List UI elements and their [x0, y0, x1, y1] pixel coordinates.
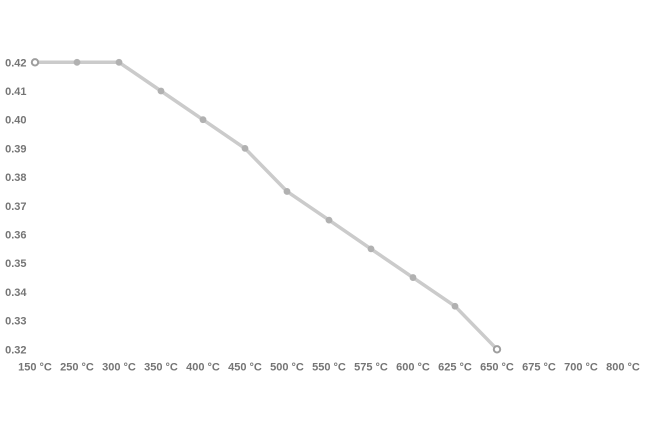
data-point-marker	[73, 58, 81, 66]
x-tick-label: 675 °C	[522, 362, 556, 374]
y-tick-label: 0.36	[5, 230, 26, 242]
x-tick-label: 800 °C	[606, 362, 640, 374]
data-point-marker	[451, 302, 459, 310]
series-line	[33, 60, 499, 352]
x-tick-label: 250 °C	[60, 362, 94, 374]
x-tick-label: 450 °C	[228, 362, 262, 374]
data-point-marker	[283, 188, 291, 195]
y-tick-label: 0.41	[5, 86, 26, 98]
y-tick-label: 0.42	[5, 57, 26, 69]
data-point-marker-endpoint	[492, 345, 502, 354]
y-tick-label: 0.33	[5, 316, 26, 328]
x-tick-label: 400 °C	[186, 362, 220, 374]
x-tick-label: 650 °C	[480, 362, 514, 374]
data-point-marker	[115, 58, 123, 66]
y-tick-label: 0.32	[5, 344, 26, 356]
data-point-marker	[157, 87, 165, 95]
y-tick-label: 0.40	[5, 115, 26, 127]
data-point-marker	[241, 145, 249, 152]
x-tick-label: 600 °C	[396, 362, 430, 374]
x-tick-label: 150 °C	[18, 362, 52, 374]
x-tick-label: 500 °C	[270, 362, 304, 374]
x-tick-label: 550 °C	[312, 362, 346, 374]
data-point-marker	[325, 216, 333, 224]
x-tick-label: 575 °C	[354, 362, 388, 374]
y-tick-label: 0.39	[5, 143, 26, 155]
data-point-marker	[199, 116, 207, 124]
y-tick-label: 0.35	[5, 258, 26, 270]
x-tick-label: 700 °C	[564, 362, 598, 374]
y-tick-label: 0.37	[5, 201, 26, 213]
y-tick-label: 0.34	[5, 287, 27, 299]
x-tick-label: 625 °C	[438, 362, 472, 374]
x-tick-label: 300 °C	[102, 362, 136, 374]
y-tick-label: 0.38	[5, 172, 26, 184]
data-point-marker	[367, 245, 375, 253]
data-point-marker-endpoint	[30, 58, 40, 67]
data-point-marker	[409, 274, 417, 281]
x-tick-label: 350 °C	[144, 362, 178, 374]
